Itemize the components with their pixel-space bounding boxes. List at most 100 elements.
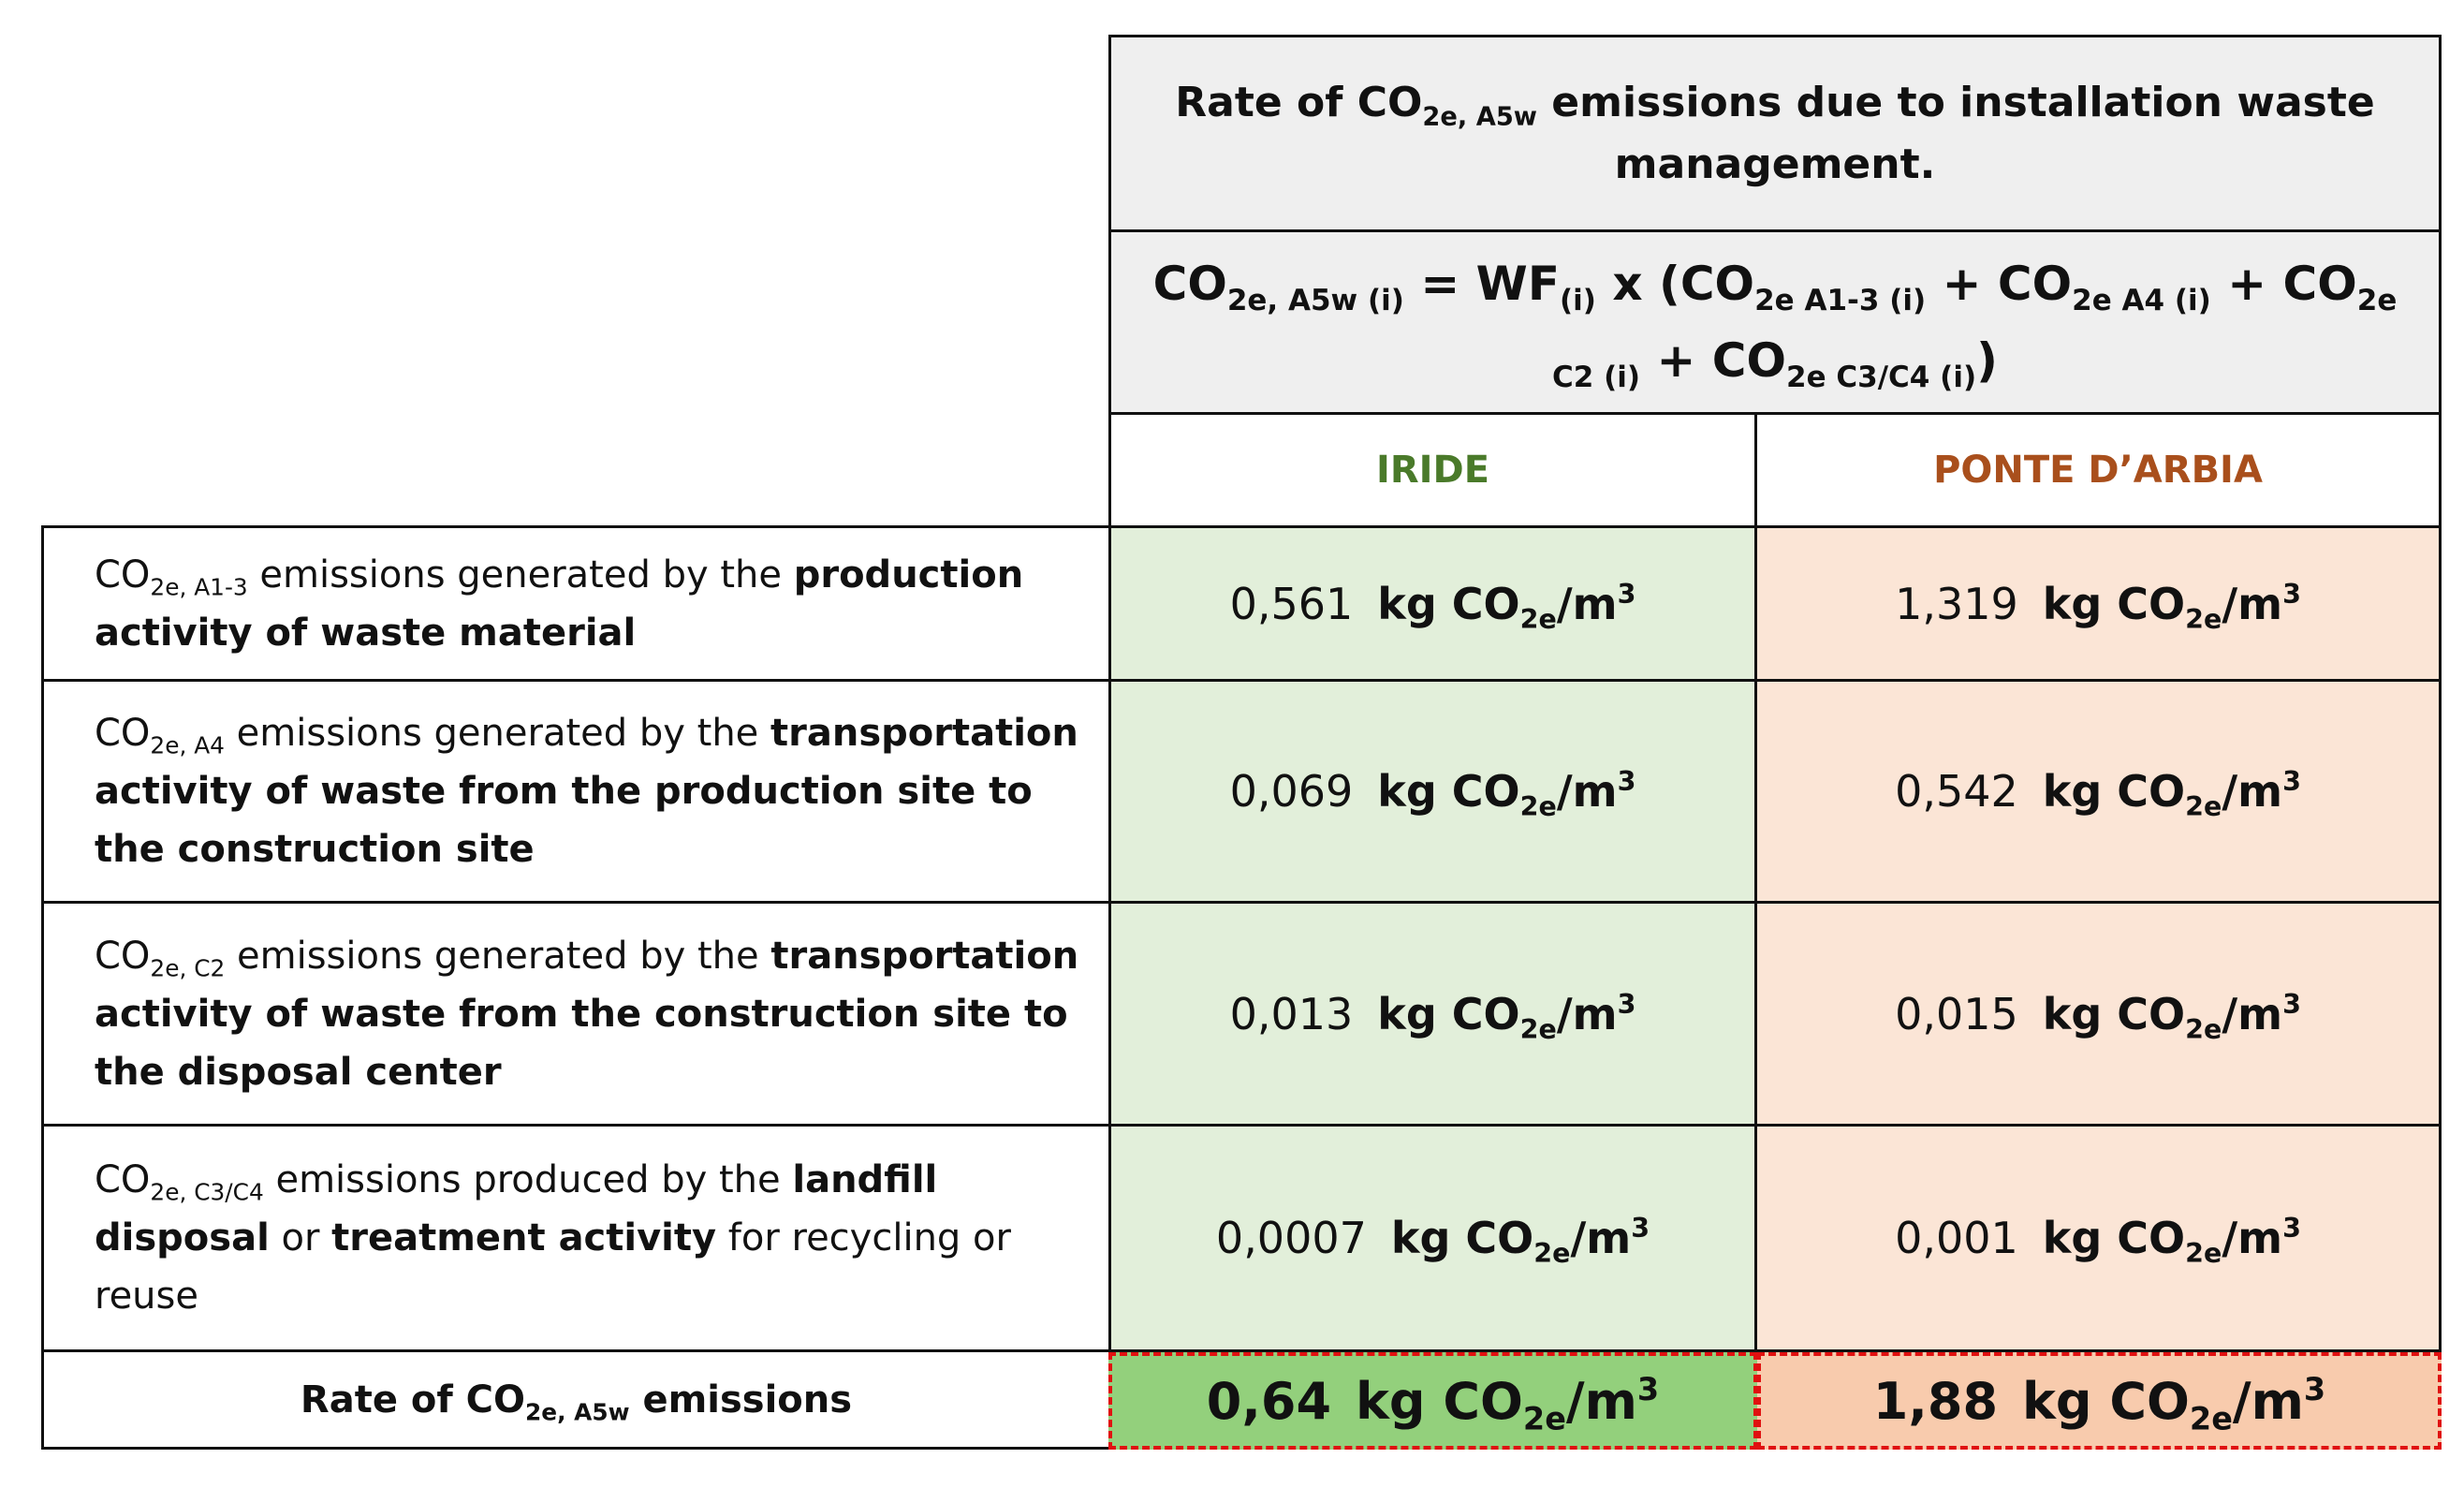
- value-cell: 0,069 kg CO2e/m3: [1108, 679, 1757, 904]
- subscript: 2e, C3/C4: [150, 1178, 264, 1206]
- value: 0,0007: [1215, 1213, 1367, 1263]
- text-run: CO: [95, 1158, 151, 1201]
- value: 0,542: [1895, 766, 2018, 817]
- value-cell: 1,319 kg CO2e/m3: [1754, 525, 2442, 682]
- column-header: PONTE D’ARBIA: [1754, 412, 2442, 528]
- text-run: or: [269, 1216, 332, 1260]
- unit: kg CO2e/m3: [1391, 1212, 1650, 1267]
- superscript: 3: [2282, 765, 2301, 797]
- subscript: 2e: [1519, 790, 1557, 822]
- subscript: 2e: [1519, 1013, 1557, 1045]
- unit: kg CO2e/m3: [2042, 765, 2301, 820]
- subscript: 2e, C2: [150, 954, 226, 982]
- row-label: CO2e, C2 emissions generated by the tran…: [41, 901, 1111, 1127]
- subscript: 2e: [2185, 1013, 2222, 1045]
- text-run: emissions produced by the: [263, 1158, 793, 1201]
- text-run: transportation activity of waste from th…: [95, 712, 1078, 871]
- row-label: CO2e, A1-3 emissions generated by the pr…: [41, 525, 1111, 682]
- text-run: CO: [95, 934, 151, 978]
- superscript: 3: [1617, 578, 1636, 610]
- subscript: 2e: [1519, 603, 1557, 635]
- subscript: 2e: [2185, 790, 2222, 822]
- header-formula: CO2e, A5w (i) = WF(i) x (CO2e A1-3 (i) +…: [1108, 229, 2442, 415]
- value: 0,015: [1895, 988, 2018, 1039]
- text-run: /m: [1556, 578, 1618, 629]
- row-label: CO2e, A4 emissions generated by the tran…: [41, 679, 1111, 904]
- subscript: 2e: [2185, 1237, 2222, 1269]
- text-run: emissions due to installation waste mana…: [1536, 78, 2375, 188]
- text-run: CO: [1152, 257, 1227, 311]
- label-text: CO2e, A4 emissions generated by the tran…: [95, 704, 1080, 878]
- text-run: Rate of CO: [1175, 78, 1423, 126]
- text-run: + CO: [1926, 257, 2073, 311]
- value-cell: 0,561 kg CO2e/m3: [1108, 525, 1757, 682]
- text-run: /m: [2232, 1371, 2304, 1431]
- subscript: 2e A4 (i): [2072, 283, 2211, 317]
- total-cell: 0,64 kg CO2e/m3: [1108, 1352, 1757, 1450]
- superscript: 3: [1617, 765, 1636, 797]
- subscript: 2e: [1533, 1237, 1571, 1269]
- superscript: 3: [2303, 1370, 2326, 1407]
- text-run: emissions generated by the: [224, 712, 770, 755]
- unit: kg CO2e/m3: [2022, 1370, 2326, 1435]
- subscript: 2e: [1522, 1400, 1566, 1437]
- text-run: production activity of waste material: [95, 552, 1024, 655]
- unit: kg CO2e/m3: [2043, 1212, 2301, 1267]
- text-run: kg CO: [2022, 1371, 2190, 1431]
- text-run: = WF: [1403, 257, 1560, 311]
- text-run: kg CO: [2042, 578, 2186, 629]
- superscript: 3: [1636, 1370, 1660, 1407]
- text-run: treatment activity: [331, 1216, 717, 1260]
- text-run: /m: [2222, 1213, 2283, 1263]
- label-text: CO2e, C2 emissions generated by the tran…: [95, 927, 1080, 1101]
- text-run: /m: [2222, 578, 2283, 629]
- value: 0,64: [1206, 1371, 1332, 1431]
- value-cell: 0,001 kg CO2e/m3: [1754, 1124, 2442, 1352]
- subscript: 2e: [2189, 1400, 2233, 1437]
- text-run: kg CO: [2042, 766, 2186, 817]
- column-title: IRIDE: [1375, 449, 1490, 492]
- row-label: CO2e, C3/C4 emissions produced by the la…: [41, 1124, 1111, 1352]
- formula-text: CO2e, A5w (i) = WF(i) x (CO2e A1-3 (i) +…: [1139, 245, 2411, 399]
- total-label: Rate of CO2e, A5w emissions: [41, 1349, 1111, 1450]
- text-run: emissions generated by the: [247, 552, 794, 597]
- superscript: 3: [1631, 1212, 1650, 1244]
- text-run: kg CO: [1377, 766, 1520, 817]
- value: 0,013: [1229, 988, 1354, 1039]
- text-run: + CO: [1640, 333, 1787, 388]
- subscript: 2e, A5w: [1422, 102, 1537, 132]
- superscript: 3: [2282, 578, 2301, 610]
- subscript: 2e, A5w: [525, 1398, 630, 1426]
- text-run: /m: [1556, 988, 1618, 1039]
- text-run: /m: [2222, 766, 2283, 817]
- text-run: Rate of CO: [300, 1378, 526, 1422]
- subscript: 2e, A1-3: [150, 573, 248, 601]
- text-run: /m: [1570, 1213, 1632, 1263]
- header-title: Rate of CO2e, A5w emissions due to insta…: [1108, 35, 2442, 232]
- subscript: 2e C2 (i): [1552, 283, 2398, 394]
- value: 0,561: [1229, 578, 1354, 629]
- text-run: emissions generated by the: [225, 934, 771, 978]
- unit: kg CO2e/m3: [2043, 989, 2301, 1043]
- unit: kg CO2e/m3: [1356, 1370, 1660, 1435]
- text-run: kg CO: [1377, 578, 1520, 629]
- label-text: CO2e, C3/C4 emissions produced by the la…: [95, 1151, 1080, 1325]
- subscript: 2e, A4: [150, 731, 225, 759]
- title-text: Rate of CO2e, A5w emissions due to insta…: [1167, 72, 2383, 196]
- subscript: 2e A1-3 (i): [1754, 283, 1927, 317]
- value-cell: 0,013 kg CO2e/m3: [1108, 901, 1757, 1127]
- text-run: emissions: [629, 1378, 853, 1422]
- text-run: CO: [95, 552, 151, 597]
- column-header: IRIDE: [1108, 412, 1757, 528]
- subscript: 2e, A5w (i): [1226, 283, 1404, 317]
- value: 0,069: [1229, 766, 1354, 817]
- unit: kg CO2e/m3: [1377, 988, 1636, 1043]
- text-run: + CO: [2210, 257, 2357, 311]
- superscript: 3: [2282, 1212, 2301, 1244]
- text-run: CO: [95, 712, 151, 755]
- value-cell: 0,015 kg CO2e/m3: [1754, 901, 2442, 1127]
- label-text: Rate of CO2e, A5w emissions: [300, 1378, 853, 1426]
- superscript: 3: [1617, 988, 1636, 1020]
- text-run: /m: [1556, 766, 1618, 817]
